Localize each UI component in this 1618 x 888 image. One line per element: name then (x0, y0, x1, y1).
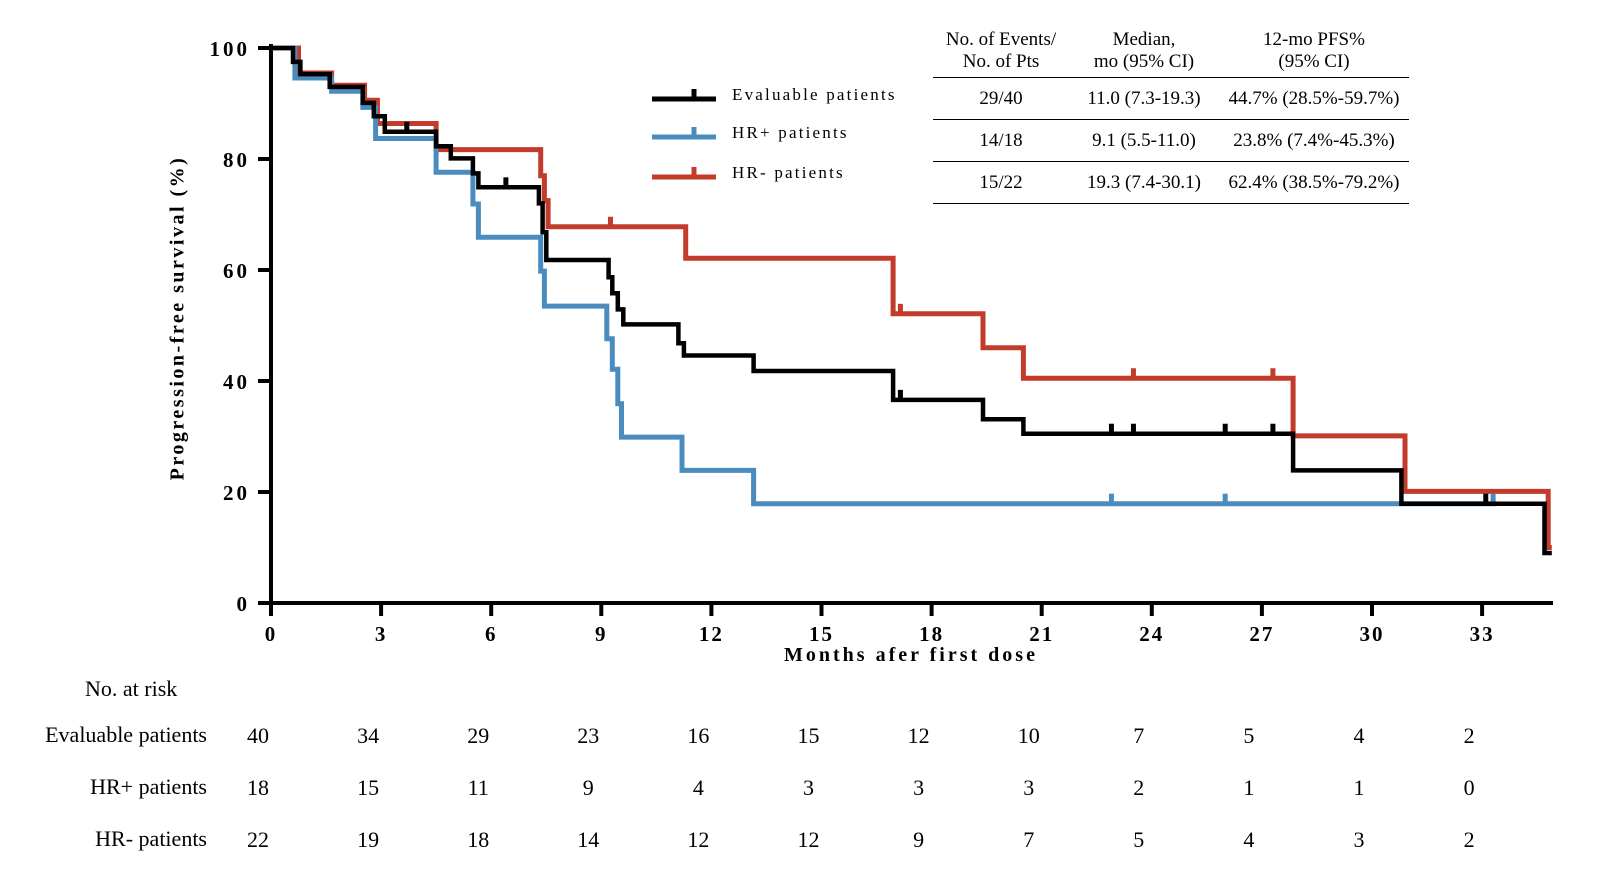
at-risk-value: 19 (357, 827, 379, 852)
stats-cell-median: 11.0 (7.3-19.3) (1087, 87, 1201, 109)
at-risk-value: 14 (577, 827, 599, 852)
x-tick-label: 30 (1360, 622, 1385, 646)
at-risk-value: 18 (247, 775, 269, 800)
at-risk-value: 23 (577, 723, 599, 748)
y-tick-label: 80 (223, 148, 250, 172)
legend-label: Evaluable patients (732, 85, 897, 104)
km-line-marker-icon (652, 89, 716, 102)
km-curve-evaluable-patients (271, 45, 1552, 556)
stats-cell-events: 14/18 (979, 129, 1023, 151)
x-tick-label: 6 (485, 622, 498, 646)
x-axis-title: Months afer first dose (784, 644, 1038, 666)
at-risk-value: 3 (1023, 775, 1034, 800)
legend-item-hr-pos: HR+ patients (650, 122, 849, 144)
stats-cell-pfs12: 23.8% (7.4%-45.3%) (1233, 129, 1395, 151)
at-risk-value: 4 (693, 775, 704, 800)
at-risk-value: 9 (913, 827, 924, 852)
stats-cell-pfs12: 62.4% (38.5%-79.2%) (1228, 171, 1400, 193)
y-tick-label: 60 (223, 259, 250, 283)
x-tick-label: 0 (265, 622, 278, 646)
y-tick-label: 20 (223, 481, 250, 505)
y-tick-label: 0 (237, 592, 251, 616)
at-risk-value: 11 (468, 775, 489, 800)
stats-row-hr-pos: 14/18 9.1 (5.5-11.0) 23.8% (7.4%-45.3%) (933, 120, 1409, 162)
stats-cell-median: 9.1 (5.5-11.0) (1092, 129, 1196, 151)
x-tick-label: 12 (699, 622, 724, 646)
km-line-marker-icon (652, 167, 716, 180)
at-risk-value: 18 (467, 827, 489, 852)
at-risk-value: 9 (583, 775, 594, 800)
at-risk-value: 5 (1243, 723, 1254, 748)
y-tick-label: 40 (223, 370, 250, 394)
at-risk-title: No. at risk (85, 676, 178, 701)
stats-header-pfs12: 12-mo PFS% (95% CI) (1263, 28, 1365, 72)
at-risk-value: 4 (1354, 723, 1365, 748)
x-tick-label: 3 (375, 622, 388, 646)
stats-cell-events: 29/40 (979, 87, 1023, 109)
stats-header-median: Median, mo (95% CI) (1093, 28, 1195, 72)
at-risk-row-label-hr-neg: HR- patients (95, 826, 207, 851)
at-risk-value: 12 (798, 827, 820, 852)
stats-cell-events: 15/22 (979, 171, 1023, 193)
at-risk-value: 15 (798, 723, 820, 748)
x-tick-label: 33 (1470, 622, 1495, 646)
at-risk-value: 16 (687, 723, 709, 748)
legend-item-evaluable: Evaluable patients (650, 84, 897, 106)
x-tick-label: 18 (919, 622, 944, 646)
legend-item-hr-neg: HR- patients (650, 162, 845, 184)
at-risk-value: 1 (1243, 775, 1254, 800)
at-risk-value: 7 (1023, 827, 1034, 852)
stats-header-events: No. of Events/ No. of Pts (945, 28, 1057, 72)
at-risk-value: 29 (467, 723, 489, 748)
at-risk-value: 40 (247, 723, 269, 748)
y-axis-title: Progression-free survival (%) (166, 155, 189, 481)
at-risk-value: 1 (1354, 775, 1365, 800)
at-risk-value: 3 (803, 775, 814, 800)
x-tick-label: 24 (1139, 622, 1164, 646)
at-risk-value: 22 (247, 827, 269, 852)
at-risk-value: 10 (1018, 723, 1040, 748)
at-risk-value: 5 (1133, 827, 1144, 852)
at-risk-row-label-evaluable: Evaluable patients (45, 722, 207, 747)
stats-cell-median: 19.3 (7.4-30.1) (1087, 171, 1201, 193)
at-risk-value: 2 (1464, 723, 1475, 748)
y-tick-label: 100 (210, 37, 251, 61)
legend-label: HR- patients (732, 163, 845, 182)
x-tick-label: 27 (1249, 622, 1274, 646)
legend-label: HR+ patients (732, 123, 849, 142)
x-tick-label: 9 (595, 622, 608, 646)
at-risk-value: 34 (357, 723, 379, 748)
stats-table-header-row: No. of Events/ No. of Pts Median, mo (95… (933, 24, 1409, 78)
stats-row-hr-neg: 15/22 19.3 (7.4-30.1) 62.4% (38.5%-79.2%… (933, 162, 1409, 204)
at-risk-value: 7 (1133, 723, 1144, 748)
km-line-marker-icon (652, 127, 716, 140)
at-risk-value: 4 (1243, 827, 1254, 852)
at-risk-value: 12 (687, 827, 709, 852)
at-risk-value: 2 (1133, 775, 1144, 800)
at-risk-value: 3 (1354, 827, 1365, 852)
at-risk-row-label-hr-pos: HR+ patients (90, 774, 207, 799)
at-risk-value: 3 (913, 775, 924, 800)
stats-table: No. of Events/ No. of Pts Median, mo (95… (933, 24, 1409, 204)
stats-row-evaluable: 29/40 11.0 (7.3-19.3) 44.7% (28.5%-59.7%… (933, 78, 1409, 120)
at-risk-value: 12 (908, 723, 930, 748)
x-tick-label: 15 (809, 622, 834, 646)
at-risk-value: 0 (1464, 775, 1475, 800)
x-tick-label: 21 (1029, 622, 1054, 646)
at-risk-value: 2 (1464, 827, 1475, 852)
stats-cell-pfs12: 44.7% (28.5%-59.7%) (1228, 87, 1400, 109)
at-risk-value: 15 (357, 775, 379, 800)
